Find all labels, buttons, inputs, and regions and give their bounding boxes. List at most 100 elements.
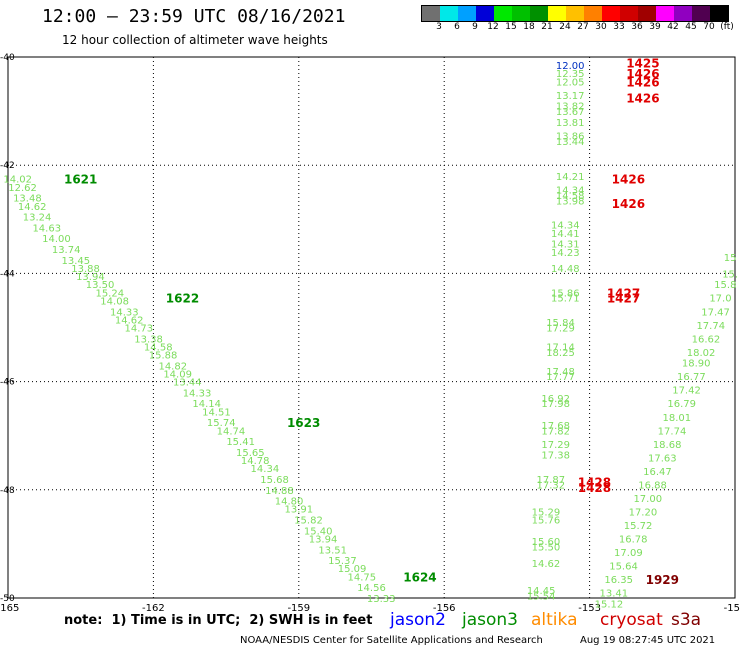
swh-value-label: 17.98	[541, 399, 570, 410]
swh-value-label: 14.34	[551, 221, 580, 232]
pass-time-label: 1621	[64, 173, 97, 187]
swh-value-label: 14.82	[158, 361, 187, 372]
swh-value-label: 12.35	[556, 69, 585, 80]
pass-time-label: 1426	[626, 67, 659, 81]
swh-value-label: 12.62	[8, 183, 37, 194]
swh-value-label: 13.74	[52, 245, 81, 256]
color-scale-cell	[710, 6, 728, 21]
color-scale-cell	[548, 6, 566, 21]
legend-item-cryosat: cryosat	[600, 610, 663, 630]
swh-value-label: 13.91	[284, 505, 313, 516]
color-scale-cell	[458, 6, 476, 21]
swh-value-label: 18.02	[687, 348, 716, 359]
generated-timestamp: Aug 19 08:27:45 UTC 2021	[580, 635, 716, 646]
swh-value-label: 15.24	[95, 288, 124, 299]
swh-value-label: 18.25	[546, 348, 575, 359]
y-tick-label: -46	[0, 378, 15, 388]
pass-time-label: 1427	[607, 286, 640, 300]
swh-value-label: 17.47	[701, 307, 730, 318]
swh-value-label: 15.88	[149, 351, 178, 362]
swh-value-label: 14.23	[551, 248, 580, 259]
color-scale-label: 27	[577, 22, 589, 32]
swh-value-label: 13.44	[173, 378, 202, 389]
y-tick-label: -50	[0, 594, 15, 604]
legend-item-altika: altika	[531, 610, 578, 630]
swh-value-label: 17.87	[537, 475, 566, 486]
pass-time-label: 1623	[287, 416, 320, 430]
swh-value-label: 16.78	[619, 534, 648, 545]
swh-value-label: 15.64	[609, 562, 638, 573]
swh-value-label: 15.12	[595, 599, 624, 610]
swh-value-label: 15.09	[338, 564, 367, 575]
swh-value-label: 13.94	[309, 534, 338, 545]
chart-subtitle: 12 hour collection of altimeter wave hei…	[62, 33, 328, 47]
color-scale-label: 30	[595, 22, 607, 32]
swh-value-label: 15.60	[532, 537, 561, 548]
swh-value-label: 13.67	[556, 107, 585, 118]
swh-value-label: 13.44	[556, 137, 585, 148]
x-tick-label: -150	[724, 603, 740, 614]
swh-value-label: 17.09	[614, 548, 643, 559]
color-scale-cell	[584, 6, 602, 21]
swh-value-label: 16.62	[692, 334, 721, 345]
x-tick-label: -156	[433, 603, 456, 614]
swh-value-label: 13.41	[600, 589, 629, 600]
swh-value-label: 13.88	[71, 264, 100, 275]
swh-value-label: 17.0	[709, 294, 731, 305]
swh-value-label: 14.74	[217, 426, 246, 437]
swh-value-label: 13.94	[76, 272, 105, 283]
swh-value-label: 12.05	[556, 77, 585, 88]
x-tick-label: -159	[287, 603, 310, 614]
swh-value-label: 17.42	[672, 386, 701, 397]
swh-value-label: 13.50	[86, 280, 115, 291]
color-scale-label: 21	[541, 22, 553, 32]
swh-value-label: 14.00	[42, 234, 71, 245]
swh-value-label: 17.14	[546, 342, 575, 353]
color-scale-label: 39	[649, 22, 661, 32]
y-tick-label: -44	[0, 269, 15, 279]
pass-time-label: 1426	[626, 75, 659, 89]
swh-value-label: 14.48	[551, 264, 580, 275]
swh-value-label: 15.41	[226, 437, 255, 448]
swh-value-label: 14.88	[265, 486, 294, 497]
color-scale-label: 70	[703, 22, 715, 32]
pass-time-label: 1622	[166, 292, 199, 306]
swh-value-label: 17.77	[546, 372, 575, 383]
chart-title: 12:00 – 23:59 UTC 08/16/2021	[42, 6, 346, 27]
swh-value-label: 13.48	[13, 194, 42, 205]
swh-value-label: 15.	[722, 269, 738, 280]
color-scale-label: (ft)	[720, 22, 734, 32]
y-tick-label: -42	[0, 161, 15, 171]
swh-value-label: 13.86	[556, 131, 585, 142]
swh-value-label: 15.82	[294, 516, 323, 527]
swh-value-label: 13.82	[556, 102, 585, 113]
swh-value-label: 14.45	[527, 586, 556, 597]
swh-value-label: 15.71	[551, 294, 580, 305]
swh-value-label: 15.86	[551, 288, 580, 299]
swh-value-label: 16.92	[541, 394, 570, 405]
x-tick-label: -162	[142, 603, 165, 614]
swh-value-label: 14.58	[556, 191, 585, 202]
legend-item-jason2: jason2	[390, 610, 446, 630]
swh-value-label: 13.24	[23, 213, 52, 224]
swh-value-label: 15	[724, 253, 737, 264]
y-tick-label: -48	[0, 486, 15, 496]
swh-value-label: 14.34	[556, 186, 585, 197]
swh-value-label: 17.74	[696, 321, 725, 332]
color-scale-cell	[638, 6, 656, 21]
color-scale-label: 6	[454, 22, 460, 32]
swh-value-label: 14.62	[18, 202, 47, 213]
color-scale-cell	[674, 6, 692, 21]
swh-value-label: 18.90	[682, 359, 711, 370]
color-scale-label: 33	[613, 22, 625, 32]
swh-value-label: 14.21	[556, 172, 585, 183]
swh-value-label: 15.68	[260, 475, 289, 486]
swh-value-label: 15.65	[236, 448, 265, 459]
swh-value-label: 17.74	[658, 426, 687, 437]
swh-value-label: 17.20	[629, 507, 658, 518]
legend-item-jason3: jason3	[462, 610, 518, 630]
swh-value-label: 17.82	[541, 426, 570, 437]
swh-value-label: 12.00	[556, 61, 585, 72]
color-scale-label: 9	[472, 22, 478, 32]
